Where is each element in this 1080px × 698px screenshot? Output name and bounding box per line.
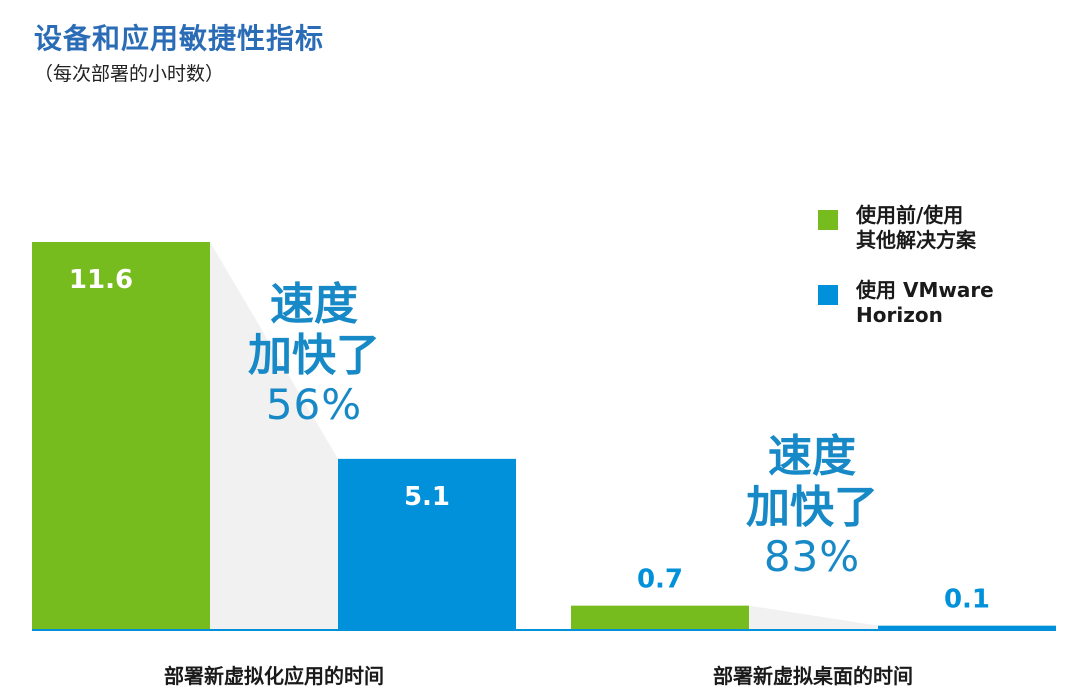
bar-horizon — [338, 458, 516, 629]
connector-shade — [749, 605, 878, 629]
legend: 使用前/使用 其他解决方案 使用 VMware Horizon — [818, 203, 1058, 353]
bar-value-label: 0.1 — [944, 585, 990, 615]
chart-subtitle: （每次部署的小时数） — [34, 63, 225, 85]
category-label-apps: 部署新虚拟化应用的时间 — [164, 664, 384, 688]
bar-before — [32, 242, 210, 629]
legend-label-horizon: 使用 VMware Horizon — [856, 278, 994, 327]
callout-line2: 加快了 — [248, 329, 380, 381]
legend-swatch-before — [818, 210, 838, 230]
legend-item-before: 使用前/使用 其他解决方案 — [818, 203, 1058, 253]
legend-item-horizon: 使用 VMware Horizon — [818, 278, 1058, 328]
chart-title: 设备和应用敏捷性指标 — [34, 22, 325, 55]
category-label-desktops: 部署新虚拟桌面的时间 — [713, 664, 913, 688]
callout-line2: 加快了 — [746, 481, 878, 533]
bar-value-label: 0.7 — [637, 565, 683, 595]
bar-value-label: 5.1 — [404, 482, 450, 512]
legend-swatch-horizon — [818, 285, 838, 305]
callout-percent: 83% — [763, 532, 861, 582]
speedup-callout-apps: 速度 加快了 56% — [214, 279, 414, 430]
callout-line1: 速度 — [270, 279, 358, 330]
legend-label-before: 使用前/使用 其他解决方案 — [856, 203, 976, 252]
bar-value-label: 11.6 — [69, 265, 133, 295]
callout-line1: 速度 — [768, 431, 856, 482]
bar-before — [571, 605, 749, 629]
bar-horizon — [878, 625, 1056, 629]
speedup-callout-desktops: 速度 加快了 83% — [712, 431, 912, 582]
callout-percent: 56% — [265, 380, 363, 430]
connector-shade — [210, 242, 338, 629]
